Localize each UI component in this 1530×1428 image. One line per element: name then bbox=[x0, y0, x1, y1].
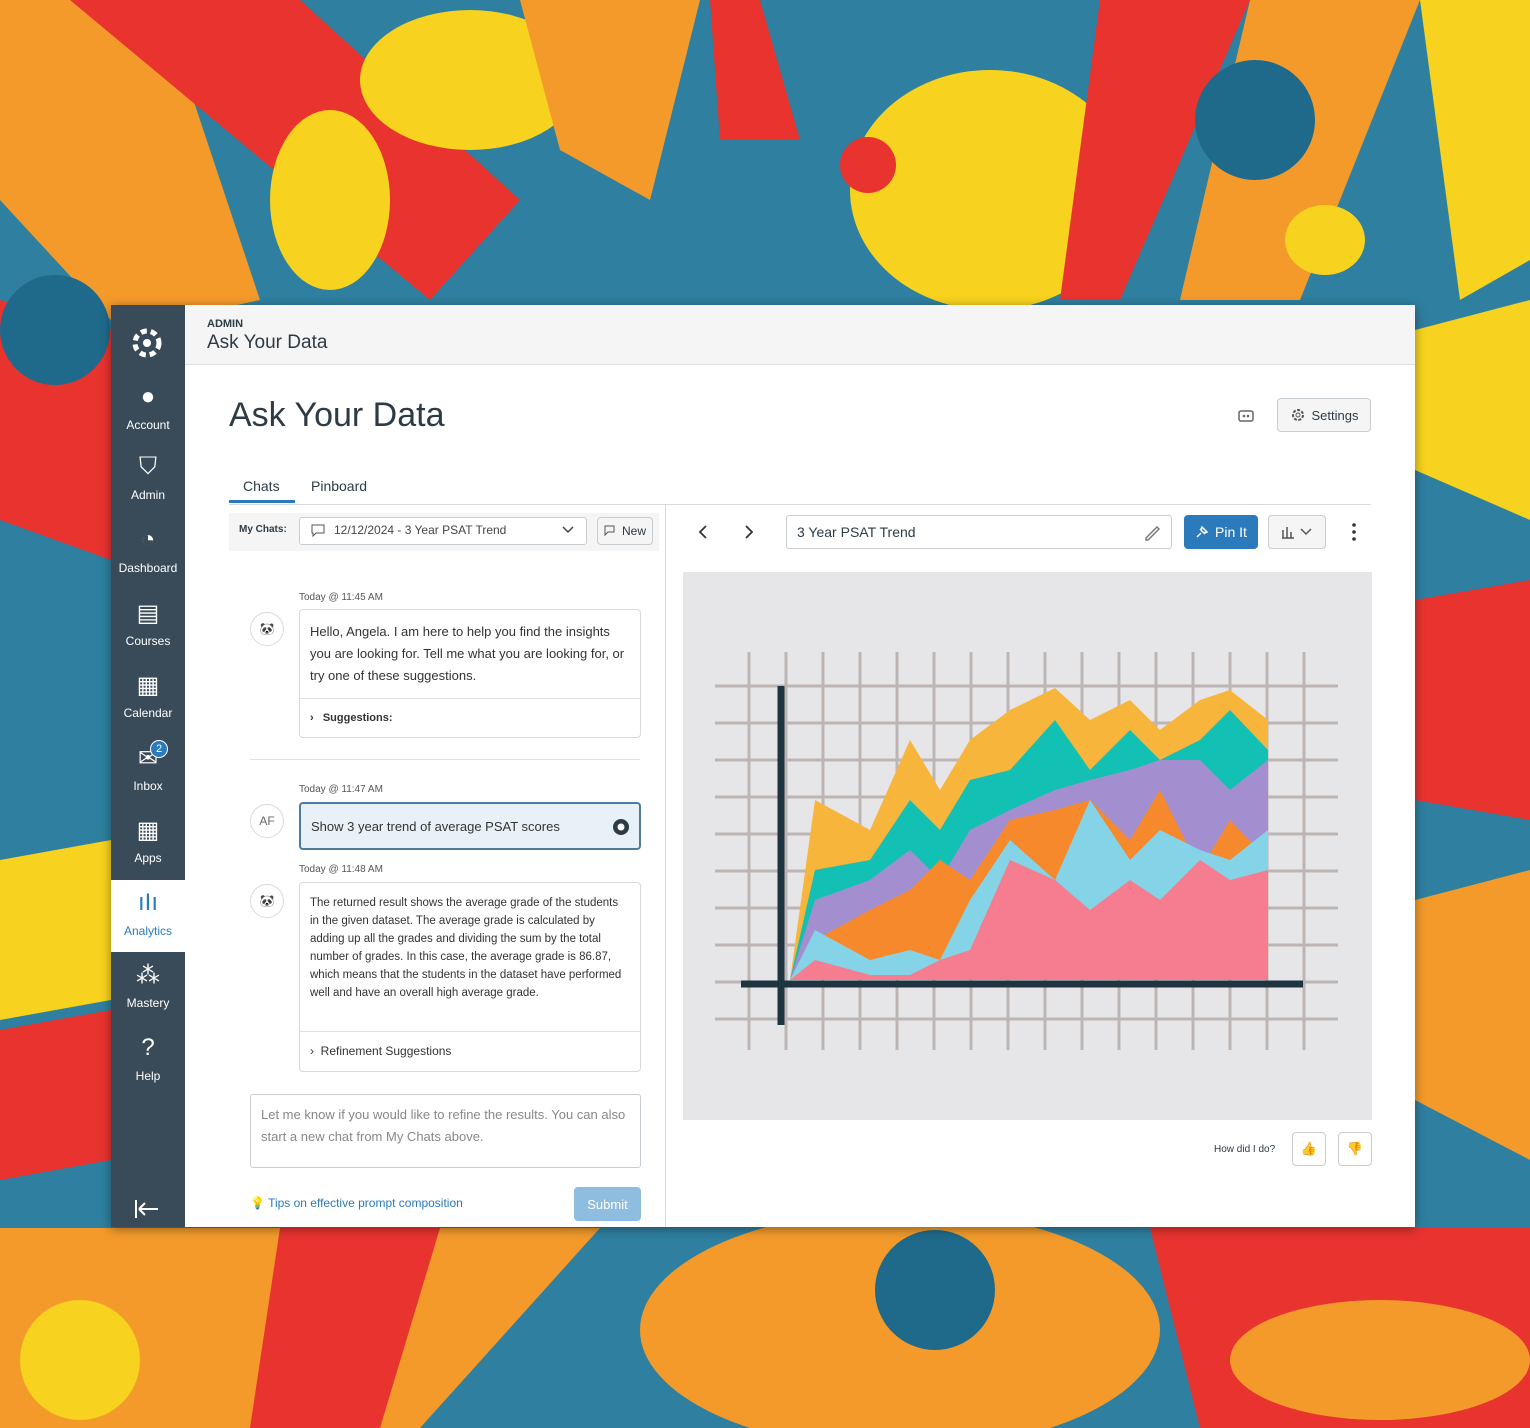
chat-icon bbox=[311, 524, 325, 537]
bot-message: Hello, Angela. I am here to help you fin… bbox=[299, 609, 641, 738]
message-time: Today @ 11:47 AM bbox=[299, 784, 383, 795]
tab-pinboard[interactable]: Pinboard bbox=[311, 478, 368, 494]
nav-label[interactable]: Account bbox=[126, 418, 170, 432]
breadcrumb-title: Ask Your Data bbox=[207, 332, 328, 353]
pin-button[interactable]: Pin It bbox=[1184, 515, 1258, 549]
refinement-expander[interactable]: › Refinement Suggestions bbox=[300, 1031, 640, 1070]
input-placeholder: Let me know if you would like to refine … bbox=[261, 1107, 626, 1144]
nav-icon[interactable]: ✉ bbox=[137, 745, 159, 772]
nav-label[interactable]: Courses bbox=[125, 634, 171, 648]
nav-label[interactable]: Help bbox=[135, 1069, 161, 1083]
settings-button[interactable]: Settings bbox=[1277, 398, 1371, 432]
more-menu[interactable] bbox=[1348, 522, 1360, 542]
nav-icon[interactable]: ıIı bbox=[137, 889, 158, 916]
nav-label[interactable]: Admin bbox=[130, 488, 165, 502]
nav-icon[interactable]: ⁂ bbox=[136, 962, 160, 989]
edit-icon bbox=[1145, 526, 1160, 541]
inbox-badge: 2 bbox=[150, 740, 168, 758]
chart-type-icon bbox=[1282, 527, 1312, 539]
bot-message: The returned result shows the average gr… bbox=[299, 882, 641, 1072]
result-title: 3 Year PSAT Trend bbox=[797, 524, 916, 540]
global-nav bbox=[111, 305, 185, 1227]
collapse-nav[interactable] bbox=[133, 1198, 161, 1220]
pin-label: Pin It bbox=[1215, 524, 1247, 540]
nav-label[interactable]: Apps bbox=[134, 851, 162, 865]
feedback-prompt: How did I do? bbox=[1214, 1144, 1276, 1155]
history-nav[interactable] bbox=[694, 522, 764, 542]
chevron-down bbox=[562, 526, 574, 534]
separator bbox=[250, 759, 640, 760]
illustration-axes bbox=[741, 686, 1303, 1025]
nav-icon[interactable]: ▦ bbox=[136, 672, 160, 699]
thumbs-up[interactable]: 👍 bbox=[1292, 1132, 1326, 1166]
nav-label[interactable]: Mastery bbox=[126, 996, 170, 1010]
user-message: Show 3 year trend of average PSAT scores bbox=[299, 802, 641, 850]
my-chats-label: My Chats: bbox=[239, 524, 287, 535]
page-title: Ask Your Data bbox=[229, 396, 445, 434]
message-time: Today @ 11:45 AM bbox=[299, 592, 383, 603]
nav-label[interactable]: Dashboard bbox=[118, 561, 178, 575]
settings-label: Settings bbox=[1311, 407, 1359, 423]
message-text: Hello, Angela. I am here to help you fin… bbox=[310, 624, 625, 683]
nav-label[interactable]: Inbox bbox=[133, 779, 163, 793]
submit-label: Submit bbox=[587, 1196, 628, 1212]
submit-button[interactable]: Submit bbox=[574, 1187, 641, 1221]
gear-icon bbox=[1291, 409, 1304, 421]
selected-chat: 12/12/2024 - 3 Year PSAT Trend bbox=[334, 523, 507, 537]
header-bar bbox=[185, 305, 1415, 365]
chat-select[interactable] bbox=[299, 517, 587, 545]
new-label: New bbox=[621, 524, 646, 538]
nav-icon[interactable]: ◔ bbox=[140, 526, 156, 553]
robot-icon[interactable] bbox=[1236, 405, 1256, 425]
chart-type-button[interactable] bbox=[1268, 515, 1326, 549]
user-avatar: AF bbox=[250, 804, 284, 838]
tips-label: Tips on effective prompt composition bbox=[268, 1196, 463, 1210]
pin-icon bbox=[1196, 525, 1209, 538]
nav-icon[interactable]: ▦ bbox=[136, 817, 160, 844]
result-title-field[interactable] bbox=[786, 515, 1172, 549]
new-chat-button[interactable]: New bbox=[597, 517, 653, 545]
nav-label[interactable]: Analytics bbox=[123, 924, 173, 938]
nav-label[interactable]: Calendar bbox=[123, 706, 173, 720]
breadcrumb-section: ADMIN bbox=[207, 318, 244, 330]
nav-icon[interactable]: ⛉ bbox=[139, 453, 157, 480]
bot-avatar: 🐼 bbox=[250, 884, 284, 918]
message-text: The returned result shows the average gr… bbox=[310, 897, 622, 999]
tab-indicator bbox=[229, 500, 295, 503]
tips-link[interactable]: 💡 Tips on effective prompt composition bbox=[250, 1196, 463, 1210]
nav-icon[interactable]: ▤ bbox=[136, 600, 160, 627]
new-icon bbox=[604, 525, 615, 537]
logo bbox=[132, 328, 162, 358]
status-icon bbox=[613, 819, 629, 835]
message-text: Show 3 year trend of average PSAT scores bbox=[311, 819, 560, 834]
nav-icon[interactable]: ● bbox=[140, 383, 156, 410]
suggestions-expander[interactable]: › Suggestions: bbox=[300, 698, 640, 737]
expander-label: Suggestions: bbox=[322, 712, 393, 724]
nav-icon[interactable]: ? bbox=[141, 1034, 155, 1061]
thumbs-down[interactable]: 👎 bbox=[1338, 1132, 1372, 1166]
bot-avatar: 🐼 bbox=[250, 612, 284, 646]
prompt-input[interactable]: Let me know if you would like to refine … bbox=[250, 1094, 641, 1168]
result-illustration bbox=[683, 572, 1372, 1120]
message-time: Today @ 11:48 AM bbox=[299, 864, 383, 875]
expander-label: Refinement Suggestions bbox=[320, 1044, 452, 1058]
nav-active-bg bbox=[111, 880, 185, 952]
panel-divider bbox=[665, 505, 666, 1227]
tab-chats[interactable]: Chats bbox=[243, 478, 280, 494]
tab-divider bbox=[229, 504, 1371, 505]
